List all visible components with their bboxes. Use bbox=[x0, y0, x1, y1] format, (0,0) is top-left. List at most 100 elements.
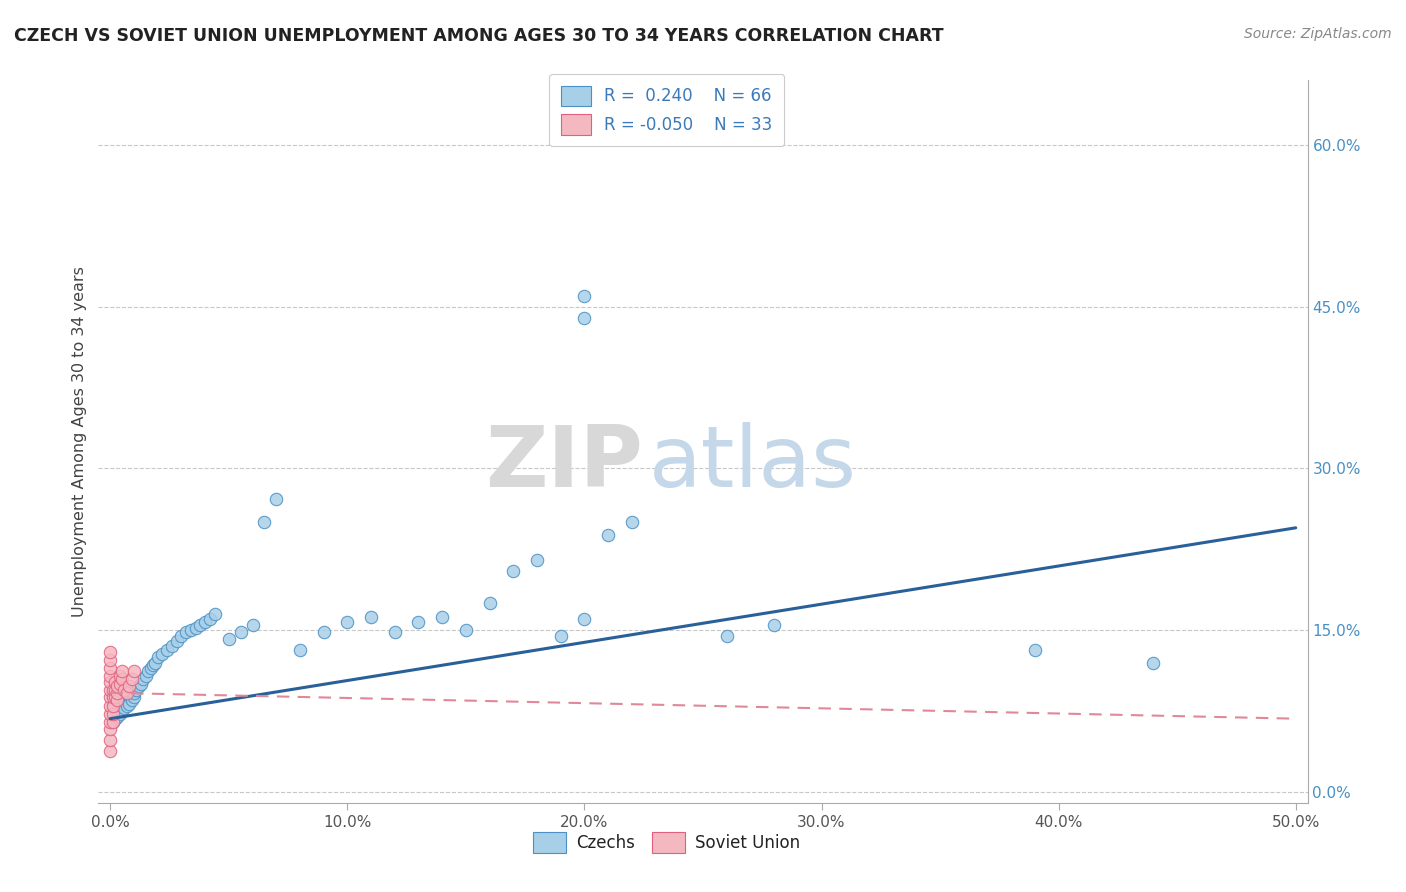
Point bbox=[160, 640, 183, 654]
Point bbox=[122, 665, 145, 679]
Point bbox=[104, 682, 127, 697]
Point bbox=[121, 693, 143, 707]
Point bbox=[264, 491, 287, 506]
Point bbox=[408, 615, 430, 629]
Point bbox=[1142, 656, 1164, 670]
Point bbox=[574, 310, 596, 325]
Point bbox=[98, 668, 121, 682]
Point bbox=[136, 665, 159, 679]
Point bbox=[104, 712, 127, 726]
Point bbox=[360, 610, 382, 624]
Point bbox=[146, 650, 169, 665]
Point bbox=[502, 564, 524, 578]
Point bbox=[121, 672, 143, 686]
Legend: Czechs, Soviet Union: Czechs, Soviet Union bbox=[526, 826, 807, 860]
Point bbox=[166, 634, 188, 648]
Y-axis label: Unemployment Among Ages 30 to 34 years: Unemployment Among Ages 30 to 34 years bbox=[72, 266, 87, 617]
Point bbox=[101, 682, 124, 697]
Point bbox=[156, 642, 179, 657]
Point bbox=[118, 679, 141, 693]
Point bbox=[288, 642, 311, 657]
Point bbox=[101, 698, 124, 713]
Point bbox=[125, 682, 148, 697]
Text: Source: ZipAtlas.com: Source: ZipAtlas.com bbox=[1244, 27, 1392, 41]
Point bbox=[98, 653, 121, 667]
Point bbox=[312, 625, 335, 640]
Point bbox=[118, 697, 141, 711]
Point bbox=[101, 707, 124, 722]
Point bbox=[198, 612, 221, 626]
Text: CZECH VS SOVIET UNION UNEMPLOYMENT AMONG AGES 30 TO 34 YEARS CORRELATION CHART: CZECH VS SOVIET UNION UNEMPLOYMENT AMONG… bbox=[14, 27, 943, 45]
Point bbox=[98, 661, 121, 675]
Point bbox=[574, 612, 596, 626]
Point bbox=[98, 714, 121, 729]
Point bbox=[98, 682, 121, 697]
Point bbox=[253, 516, 276, 530]
Point bbox=[135, 668, 157, 682]
Point bbox=[336, 615, 359, 629]
Point bbox=[114, 682, 136, 697]
Point bbox=[104, 707, 127, 722]
Point bbox=[111, 697, 134, 711]
Point bbox=[115, 686, 138, 700]
Text: atlas: atlas bbox=[648, 422, 856, 505]
Point bbox=[132, 672, 155, 686]
Point bbox=[98, 690, 121, 705]
Point bbox=[184, 621, 207, 635]
Point bbox=[98, 707, 121, 722]
Point bbox=[98, 723, 121, 737]
Point bbox=[454, 624, 477, 638]
Point bbox=[105, 709, 128, 723]
Point bbox=[129, 677, 152, 691]
Point bbox=[152, 647, 174, 661]
Point bbox=[118, 688, 141, 702]
Point bbox=[142, 657, 165, 672]
Point bbox=[115, 698, 138, 713]
Point bbox=[550, 629, 572, 643]
Point bbox=[139, 661, 162, 675]
Point bbox=[114, 693, 136, 707]
Point bbox=[108, 698, 131, 713]
Point bbox=[574, 289, 596, 303]
Point bbox=[115, 690, 138, 705]
Point bbox=[526, 553, 548, 567]
Point bbox=[190, 618, 212, 632]
Point bbox=[218, 632, 240, 646]
Point bbox=[1024, 642, 1046, 657]
Point bbox=[104, 675, 127, 690]
Point bbox=[98, 698, 121, 713]
Point bbox=[108, 707, 131, 722]
Point bbox=[763, 618, 786, 632]
Point bbox=[104, 690, 127, 705]
Point bbox=[194, 615, 217, 629]
Point bbox=[180, 624, 202, 638]
Point bbox=[105, 693, 128, 707]
Point bbox=[111, 665, 134, 679]
Point bbox=[204, 607, 226, 621]
Point bbox=[143, 656, 166, 670]
Point bbox=[111, 672, 134, 686]
Point bbox=[98, 733, 121, 747]
Point bbox=[98, 645, 121, 659]
Point bbox=[101, 714, 124, 729]
Text: ZIP: ZIP bbox=[485, 422, 643, 505]
Point bbox=[101, 714, 124, 729]
Point bbox=[105, 704, 128, 718]
Point bbox=[111, 704, 134, 718]
Point bbox=[170, 629, 193, 643]
Point bbox=[98, 675, 121, 690]
Point bbox=[598, 528, 620, 542]
Point bbox=[384, 625, 406, 640]
Point bbox=[620, 516, 643, 530]
Point bbox=[432, 610, 454, 624]
Point bbox=[108, 677, 131, 691]
Point bbox=[122, 690, 145, 705]
Point bbox=[128, 679, 150, 693]
Point bbox=[101, 690, 124, 705]
Point bbox=[242, 618, 264, 632]
Point bbox=[716, 629, 738, 643]
Point bbox=[98, 744, 121, 758]
Point bbox=[478, 596, 501, 610]
Point bbox=[108, 668, 131, 682]
Point bbox=[174, 625, 197, 640]
